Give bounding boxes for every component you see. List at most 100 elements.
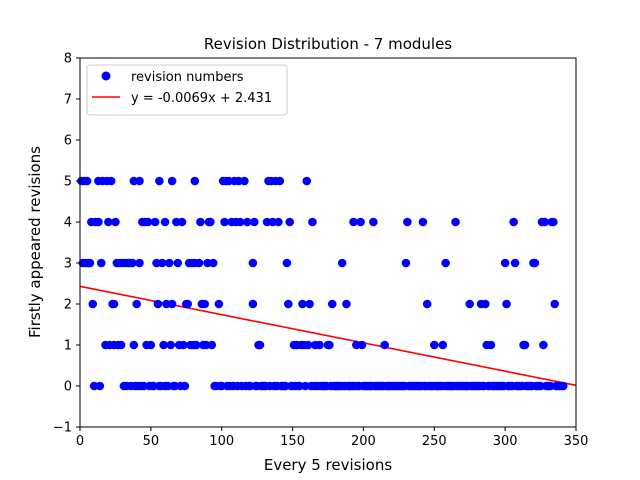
- x-axis-label: Every 5 revisions: [264, 456, 392, 474]
- scatter-point: [200, 299, 210, 309]
- scatter-point: [540, 217, 550, 227]
- chart-title: Revision Distribution - 7 modules: [204, 35, 452, 53]
- scatter-point: [116, 340, 126, 350]
- scatter-point: [282, 258, 292, 268]
- scatter-point: [349, 217, 358, 227]
- scatter-point: [509, 217, 518, 227]
- scatter-point: [82, 176, 92, 186]
- scatter-point: [94, 217, 103, 227]
- scatter-point: [180, 381, 190, 391]
- scatter-point: [342, 299, 351, 309]
- legend-label-revision-numbers: revision numbers: [131, 70, 244, 85]
- x-tick-label: 300: [493, 434, 518, 449]
- scatter-point: [167, 176, 177, 186]
- scatter-point: [418, 217, 428, 227]
- x-tick-label: 350: [564, 434, 589, 449]
- scatter-point: [302, 176, 312, 186]
- plot-area: [77, 57, 577, 428]
- scatter-point: [220, 217, 229, 227]
- scatter-point: [303, 340, 313, 350]
- scatter-point: [240, 176, 249, 186]
- y-axis-label: Firstly appeared revisions: [26, 146, 44, 338]
- scatter-point: [159, 340, 168, 350]
- legend-label-trend-line: y = -0.0069x + 2.431: [131, 91, 272, 106]
- scatter-point: [153, 299, 163, 309]
- scatter-point: [128, 258, 137, 268]
- x-tick-label: 200: [351, 434, 376, 449]
- scatter-point: [104, 217, 113, 227]
- scatter-point: [327, 299, 337, 309]
- legend: revision numbers y = -0.0069x + 2.431: [86, 64, 288, 116]
- scatter-point: [109, 299, 119, 309]
- scatter-point: [150, 217, 160, 227]
- scatter-point: [235, 217, 245, 227]
- scatter-point: [106, 176, 116, 186]
- scatter-point: [550, 299, 560, 309]
- scatter-point: [191, 340, 201, 350]
- x-tick-label: 150: [280, 434, 305, 449]
- scatter-point: [380, 340, 389, 350]
- x-axis-ticks: 0 50 100 150 200 250 300 350: [76, 427, 589, 449]
- x-tick-label: 250: [422, 434, 447, 449]
- scatter-point: [441, 258, 450, 268]
- scatter-point: [166, 340, 175, 350]
- scatter-point: [242, 217, 252, 227]
- scatter-point: [190, 176, 200, 186]
- scatter-point: [194, 258, 204, 268]
- scatter-point: [183, 299, 193, 309]
- y-tick-label: 8: [64, 52, 72, 67]
- legend-box: [86, 64, 288, 116]
- scatter-point: [502, 299, 511, 309]
- scatter-point: [135, 258, 144, 268]
- scatter-point: [500, 258, 510, 268]
- scatter-point: [369, 217, 378, 227]
- scatter-point: [275, 176, 285, 186]
- scatter-point: [157, 258, 167, 268]
- scatter-point: [248, 299, 258, 309]
- scatter-point: [438, 340, 448, 350]
- scatter-point: [177, 217, 187, 227]
- scatter-point: [558, 381, 568, 391]
- scatter-point: [422, 299, 432, 309]
- x-tick-label: 0: [76, 434, 84, 449]
- y-tick-label: 4: [64, 216, 72, 231]
- scatter-point: [298, 299, 307, 309]
- y-axis-ticks: −1 0 1 2 3 4 5 6 7 8: [53, 52, 80, 436]
- scatter-point: [308, 217, 317, 227]
- scatter-point: [207, 340, 217, 350]
- y-tick-label: 6: [64, 134, 72, 149]
- scatter-point: [284, 299, 293, 309]
- y-tick-label: 2: [64, 298, 72, 313]
- scatter-point: [510, 258, 520, 268]
- y-tick-label: 5: [64, 175, 72, 190]
- scatter-point: [135, 176, 144, 186]
- scatter-point: [549, 217, 558, 227]
- x-tick-label: 50: [143, 434, 160, 449]
- scatter-point: [325, 340, 334, 350]
- y-tick-label: 0: [64, 380, 72, 395]
- y-tick-label: 7: [64, 93, 72, 108]
- scatter-point: [167, 299, 177, 309]
- scatter-point: [530, 258, 540, 268]
- scatter-point: [539, 340, 548, 350]
- scatter-point: [337, 258, 347, 268]
- scatter-point: [356, 217, 365, 227]
- scatter-point: [196, 217, 205, 227]
- scatter-point: [160, 217, 170, 227]
- scatter-point: [255, 340, 265, 350]
- scatter-point: [451, 217, 460, 227]
- y-tick-label: 1: [64, 339, 72, 354]
- scatter-point: [274, 217, 283, 227]
- y-tick-label: −1: [53, 421, 72, 436]
- scatter-point: [173, 258, 183, 268]
- scatter-point: [132, 299, 141, 309]
- scatter-point: [164, 258, 174, 268]
- scatter-point: [403, 217, 412, 227]
- scatter-point: [208, 258, 218, 268]
- scatter-point: [96, 258, 106, 268]
- scatter-point: [315, 340, 324, 350]
- y-tick-label: 3: [64, 257, 72, 272]
- legend-marker-revision-numbers: [101, 71, 111, 81]
- scatter-point: [129, 340, 139, 350]
